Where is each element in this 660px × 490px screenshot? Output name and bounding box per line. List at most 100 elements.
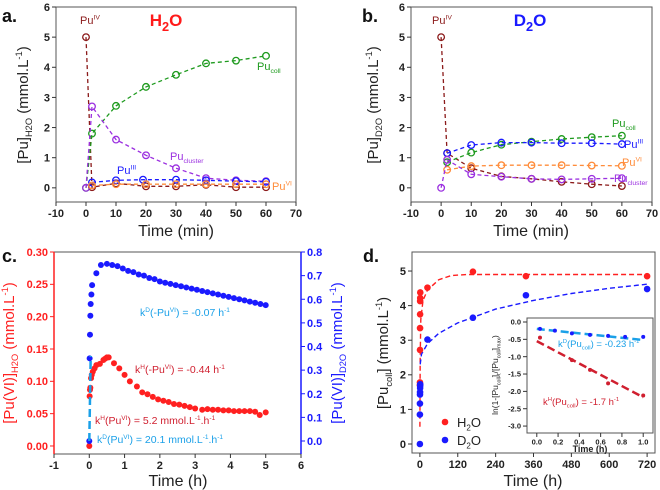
right-y-tick-label: 0.1 <box>307 412 322 424</box>
series-label: Pucluster <box>614 173 648 187</box>
panel-a: -10 0 10 20 30 40 50 60 70 0 1 2 3 4 5 6 a. Time (min) [Pu… <box>2 2 302 240</box>
y-tick-label: 0.10 <box>27 376 48 388</box>
series-label: PuIII <box>117 165 136 177</box>
data-point <box>252 299 259 306</box>
data-point <box>112 101 120 110</box>
data-point <box>557 177 566 186</box>
y-tick-label: -1.0 <box>508 352 521 361</box>
data-point <box>144 391 151 398</box>
text-segment: III <box>130 165 136 172</box>
text-segment: ) <box>1 282 18 287</box>
series-line <box>91 183 266 187</box>
series-label: PuIII <box>624 139 643 151</box>
data-point <box>155 396 162 403</box>
right-y-tick-label: 0.4 <box>307 342 323 354</box>
x-tick-label: 40 <box>556 208 568 220</box>
data-point <box>257 300 264 307</box>
text-segment: Pu <box>80 15 93 27</box>
x-tick-label: 70 <box>290 208 302 220</box>
text-segment: (Pu <box>107 434 124 446</box>
data-point <box>202 180 210 189</box>
text-segment: max <box>496 338 502 348</box>
text-segment: cluster <box>627 180 648 187</box>
data-point <box>522 272 530 280</box>
right-y-tick-label: 0.3 <box>307 365 322 377</box>
data-point <box>87 312 94 319</box>
series-label: PuIV <box>432 15 452 27</box>
series-line <box>446 135 622 163</box>
data-point <box>139 389 146 396</box>
text-segment: H2O <box>10 354 20 373</box>
text-segment: VI <box>165 364 171 371</box>
data-point <box>467 148 476 157</box>
text-segment: ) = -0.23 h <box>591 339 635 350</box>
fit-line <box>419 283 648 365</box>
text-segment: k <box>97 434 103 446</box>
x-tick-label: -10 <box>403 208 419 220</box>
data-point <box>114 263 121 270</box>
data-point <box>109 261 116 268</box>
data-point <box>527 161 536 170</box>
data-point <box>416 411 424 418</box>
x-tick-label: 2 <box>157 460 163 472</box>
text-segment: Pu <box>614 173 627 185</box>
data-point <box>424 336 431 343</box>
data-point <box>416 324 424 332</box>
data-point <box>88 178 96 187</box>
text-segment: O <box>533 11 546 30</box>
y-tick-label: 0.30 <box>27 247 48 259</box>
y-axis-title: [Pu]H2O (mmol.L-1) <box>14 46 34 163</box>
x-axis-title: Time (h) <box>149 473 208 490</box>
data-point <box>140 272 147 279</box>
data-point <box>133 383 140 390</box>
text-segment: [Pu(VI)] <box>329 373 346 424</box>
text-segment: ) = -0.07 h <box>176 307 224 319</box>
y-tick-label: 3 <box>44 92 50 104</box>
text-segment: ) = 5.2 mmol.L <box>127 415 195 427</box>
panel-b: -10 0 10 20 30 40 50 60 70 0 1 2 3 4 5 6 b. Time (min) [Pu… <box>362 2 658 240</box>
legend-marker <box>441 418 449 426</box>
y-tick-label: 4 <box>399 62 406 74</box>
data-point <box>587 161 596 170</box>
text-segment: coll <box>270 68 281 75</box>
data-point <box>146 274 153 281</box>
right-y-tick-label: 0.2 <box>307 389 322 401</box>
x-tick-label: 1 <box>122 460 128 472</box>
series-puiv: PuIV <box>432 15 626 190</box>
series-pucluster: Pucluster <box>82 102 270 192</box>
text-segment: (mmol.L <box>15 60 32 118</box>
data-point <box>230 295 237 302</box>
data-point <box>262 177 270 186</box>
text-segment: coll <box>496 350 502 358</box>
text-segment: 2 <box>466 424 471 433</box>
data-point <box>172 180 180 189</box>
x-tick-label: 0.0 <box>532 438 542 447</box>
data-point <box>256 411 263 418</box>
series-label: Pucoll <box>612 118 636 132</box>
data-point <box>262 51 270 60</box>
text-segment: ) = -1.7 h <box>576 397 614 408</box>
y-tick-label: 3 <box>400 335 406 347</box>
data-point <box>151 276 158 283</box>
data-point <box>110 360 117 367</box>
text-segment: Pu <box>170 151 183 163</box>
text-segment: ] (mmol.L <box>375 310 392 373</box>
y-tick-label: 6 <box>399 2 405 14</box>
data-point <box>241 297 248 304</box>
text-segment: ) <box>375 297 392 302</box>
text-segment: -1 <box>195 415 201 422</box>
series-line <box>85 104 267 188</box>
text-segment: VI <box>285 181 292 188</box>
data-point <box>165 399 172 406</box>
right-y-tick-label: 0.5 <box>307 318 322 330</box>
x-tick-label: 0 <box>438 208 444 220</box>
data-point <box>86 442 93 449</box>
data-point <box>116 365 123 372</box>
text-segment: D <box>563 339 567 345</box>
text-segment: H2O <box>24 118 34 137</box>
x-tick-label: 0 <box>83 208 89 220</box>
data-point <box>587 139 596 148</box>
text-segment: (Pu <box>105 415 122 427</box>
annotation: kH(PuVI) = 5.2 mmol.L-1.h-1 <box>95 415 216 427</box>
text-segment: VI <box>170 307 176 314</box>
